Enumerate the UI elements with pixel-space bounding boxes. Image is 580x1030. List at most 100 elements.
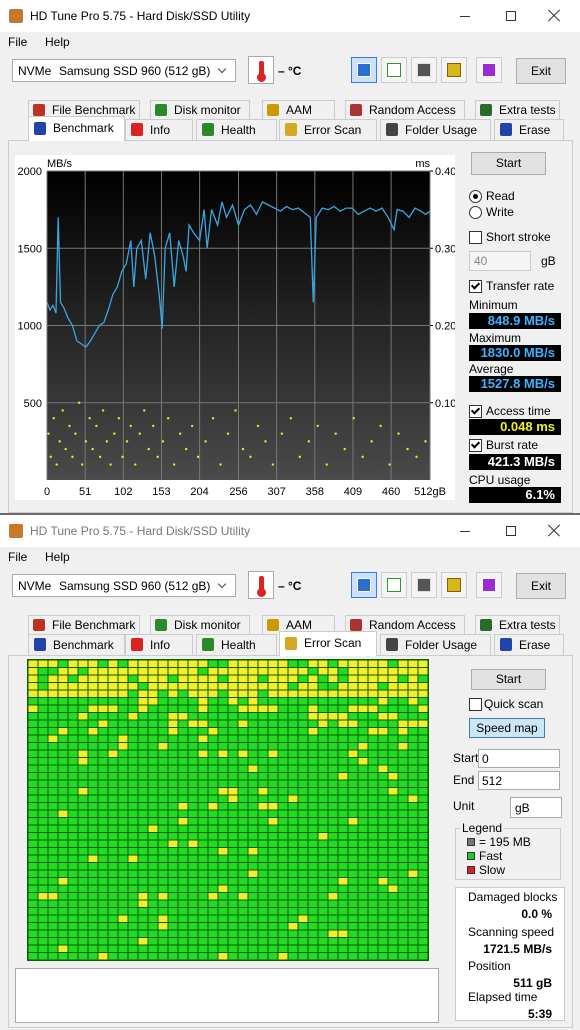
block — [378, 773, 388, 780]
block — [298, 690, 308, 697]
checkbox[interactable] — [469, 439, 482, 452]
block — [328, 878, 338, 885]
toolbar-button[interactable] — [381, 572, 407, 598]
tab[interactable]: Disk monitor — [150, 100, 250, 119]
maximize[interactable] — [506, 526, 516, 536]
tab-label: Folder Usage — [405, 123, 478, 137]
menu-item[interactable]: File — [8, 550, 28, 564]
start-button[interactable]: Start — [471, 152, 546, 175]
start-button[interactable]: Start — [471, 669, 546, 690]
stroke-size[interactable]: 40 — [469, 251, 531, 271]
menu-item[interactable]: File — [8, 35, 28, 49]
checkbox-label[interactable]: Quick scan — [484, 697, 544, 711]
tab[interactable]: File Benchmark — [28, 100, 140, 119]
tab[interactable]: Disk monitor — [150, 615, 250, 634]
checkbox-label[interactable]: Transfer rate — [486, 279, 555, 293]
tab[interactable]: Folder Usage — [380, 119, 491, 140]
block — [148, 893, 158, 900]
block — [28, 690, 38, 697]
block — [118, 908, 128, 915]
minimize[interactable] — [460, 531, 470, 532]
toolbar-button[interactable] — [381, 57, 407, 83]
start-input[interactable]: 0 — [478, 749, 560, 768]
tab[interactable]: Info — [125, 119, 193, 140]
speed-map-button[interactable]: Speed map — [469, 718, 545, 738]
block — [98, 893, 108, 900]
exit-button[interactable]: Exit — [516, 573, 566, 599]
checkbox-label[interactable]: Burst rate — [486, 438, 539, 452]
block — [358, 938, 368, 945]
block — [158, 683, 168, 690]
radio-label[interactable]: Read — [486, 189, 515, 203]
block — [48, 938, 58, 945]
access-time-point — [370, 440, 373, 443]
toolbar-button[interactable] — [411, 57, 437, 83]
tab[interactable]: Error Scan — [279, 119, 377, 140]
drive-select[interactable]: NVMe Samsung SSD 960 (512 gB) — [12, 59, 236, 82]
checkbox[interactable] — [469, 231, 482, 244]
exit-button[interactable]: Exit — [516, 58, 566, 84]
block — [128, 795, 138, 802]
block — [408, 788, 418, 795]
toolbar-button[interactable] — [411, 572, 437, 598]
tab[interactable]: Random Access — [345, 100, 465, 119]
end-input[interactable]: 512 — [478, 771, 560, 790]
toolbar-button[interactable] — [351, 572, 377, 598]
tab[interactable]: Benchmark — [28, 116, 125, 141]
minimize[interactable] — [460, 16, 470, 17]
checkbox[interactable] — [469, 698, 482, 711]
block — [58, 810, 68, 817]
tab[interactable]: Error Scan — [279, 631, 377, 656]
block — [338, 750, 348, 757]
block — [118, 750, 128, 757]
menu-item[interactable]: Help — [45, 35, 70, 49]
toolbar-button[interactable] — [476, 572, 502, 598]
radio[interactable] — [469, 190, 482, 203]
menu-item[interactable]: Help — [45, 550, 70, 564]
tab[interactable]: Erase — [494, 634, 564, 655]
block — [298, 743, 308, 750]
tab[interactable]: Health — [196, 119, 277, 140]
tab[interactable]: Health — [196, 634, 277, 655]
drive-select[interactable]: NVMe Samsung SSD 960 (512 gB) — [12, 574, 236, 597]
tab[interactable]: Extra tests — [475, 615, 560, 634]
toolbar-button[interactable] — [441, 572, 467, 598]
tab[interactable]: Erase — [494, 119, 564, 140]
access-time-point — [307, 440, 311, 443]
close[interactable] — [546, 523, 562, 539]
radio[interactable] — [469, 206, 482, 219]
block — [208, 690, 218, 697]
block — [368, 743, 378, 750]
block — [248, 848, 258, 855]
tab[interactable]: Random Access — [345, 615, 465, 634]
toolbar-button[interactable] — [441, 57, 467, 83]
toolbar-button[interactable] — [351, 57, 377, 83]
tab[interactable]: File Benchmark — [28, 615, 140, 634]
block — [188, 788, 198, 795]
app-icon — [9, 524, 23, 538]
tab[interactable]: Info — [125, 634, 193, 655]
radio-label[interactable]: Write — [486, 205, 514, 219]
maximize[interactable] — [506, 11, 516, 21]
checkbox-label[interactable]: Access time — [486, 404, 551, 418]
block — [358, 825, 368, 832]
block — [178, 758, 188, 765]
block — [388, 900, 398, 907]
close[interactable] — [546, 8, 562, 24]
checkbox[interactable] — [469, 405, 482, 418]
tab[interactable]: AAM — [262, 615, 335, 634]
tab[interactable]: AAM — [262, 100, 335, 119]
block — [378, 660, 388, 667]
block — [388, 938, 398, 945]
tab[interactable]: Benchmark — [28, 634, 125, 655]
checkbox-label[interactable]: Short stroke — [486, 230, 551, 244]
tab[interactable]: Extra tests — [475, 100, 560, 119]
unit-select[interactable]: gB — [510, 797, 562, 818]
checkbox[interactable] — [469, 280, 482, 293]
block — [148, 833, 158, 840]
block — [308, 698, 318, 705]
block — [338, 893, 348, 900]
block — [348, 848, 358, 855]
toolbar-button[interactable] — [476, 57, 502, 83]
tab[interactable]: Folder Usage — [380, 634, 491, 655]
